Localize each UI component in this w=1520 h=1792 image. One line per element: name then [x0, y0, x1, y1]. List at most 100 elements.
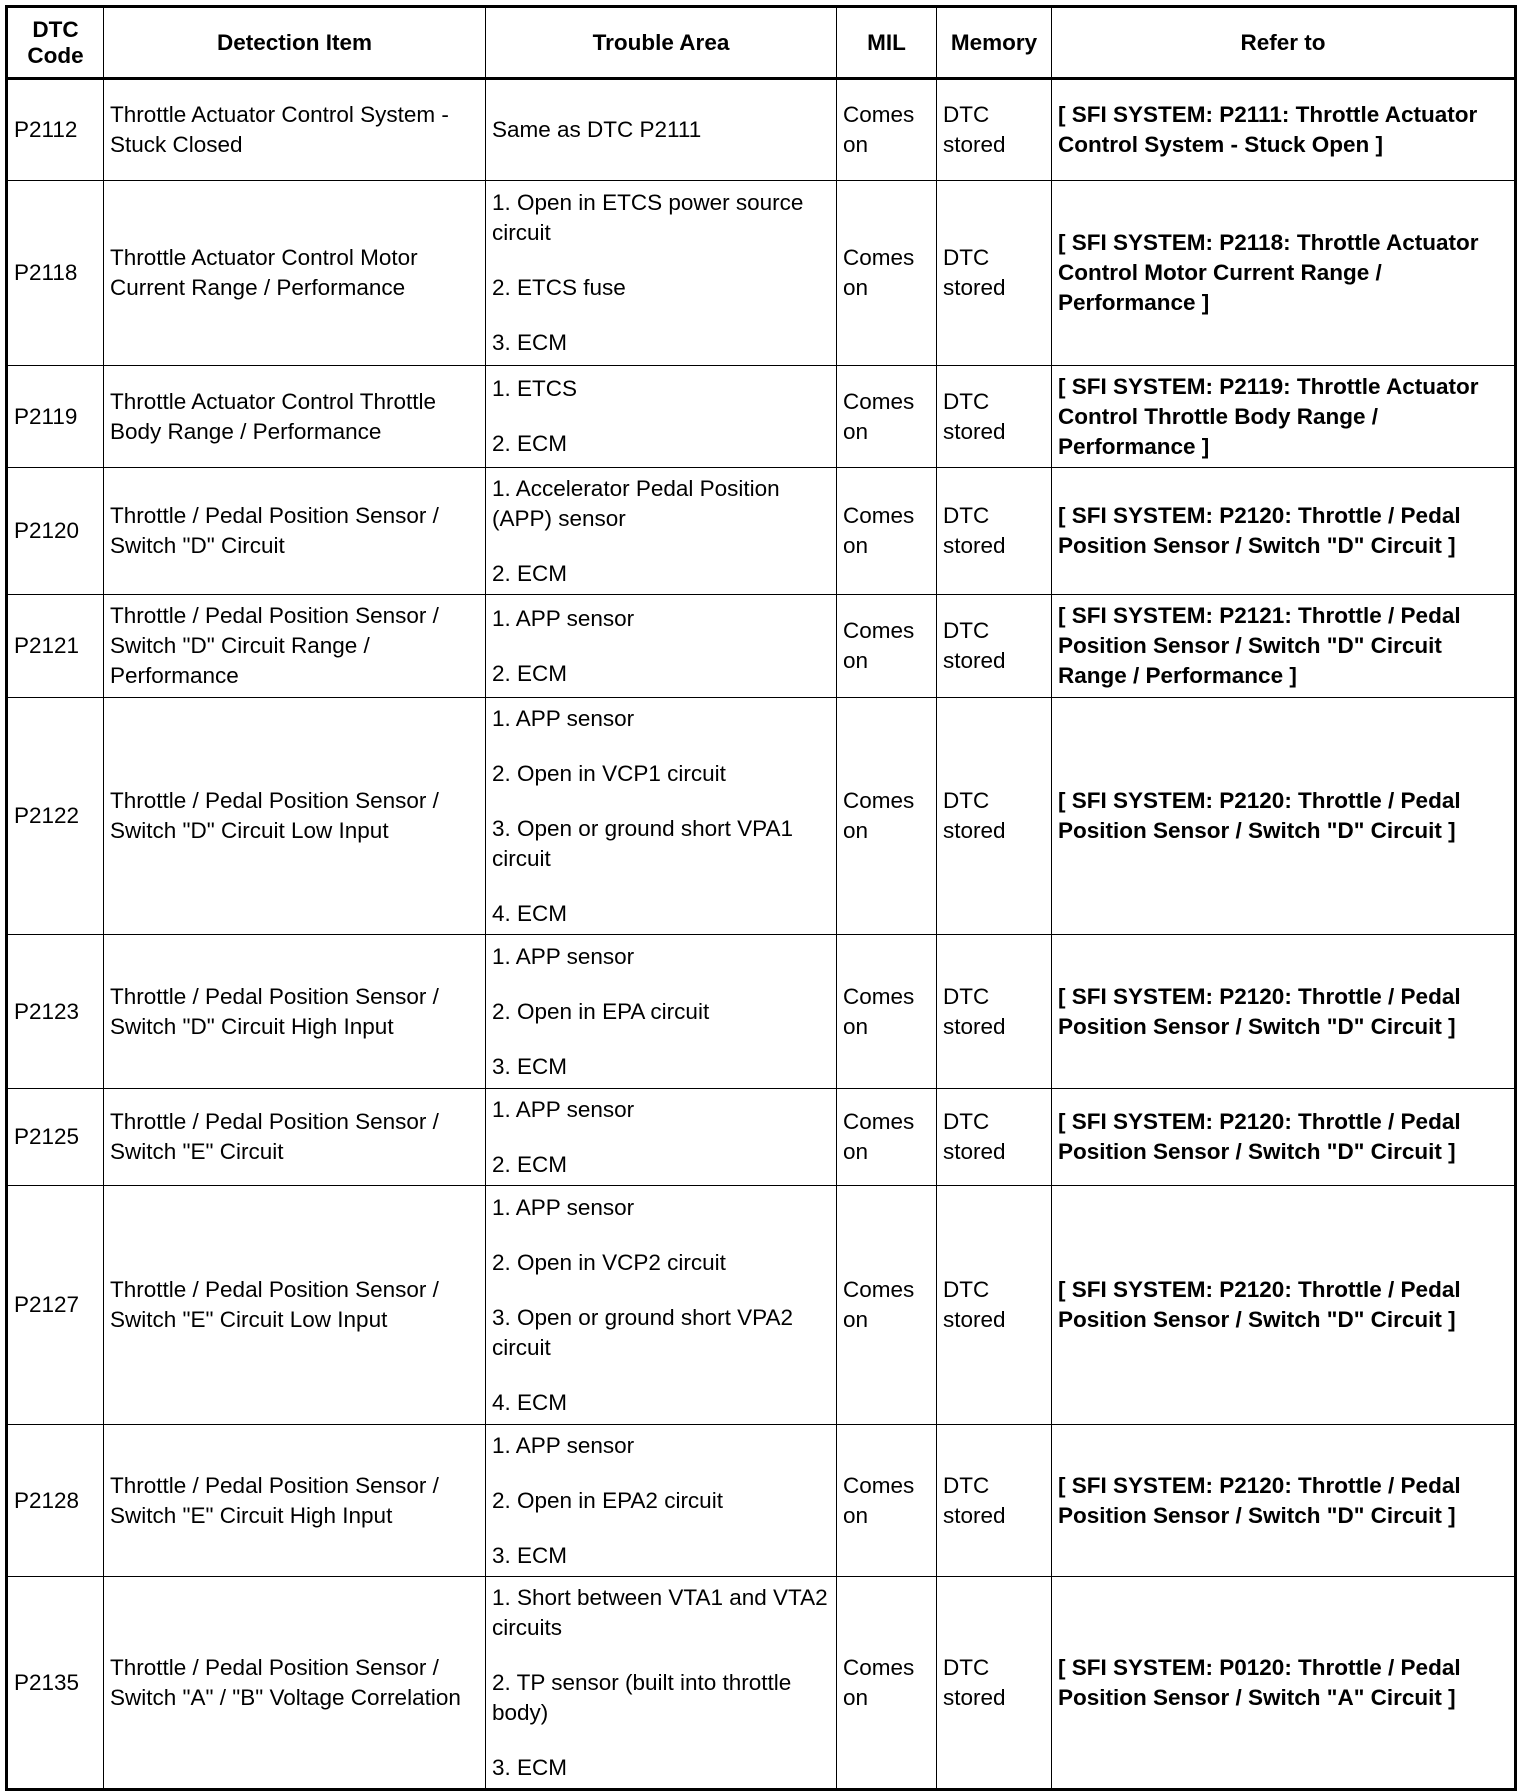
table-row: P2119 Throttle Actuator Control Throttle … [6, 365, 1516, 468]
refer-to-link[interactable]: [ SFI SYSTEM: P0120: Throttle / Pedal Po… [1051, 1576, 1516, 1790]
mil: Comes on [836, 467, 937, 595]
table-row: P2121 Throttle / Pedal Position Sensor / … [6, 594, 1516, 698]
trouble-area-item: 2. ECM [492, 560, 568, 586]
trouble-area-item: 1. Accelerator Pedal Position (APP) sens… [492, 475, 780, 531]
header-detection-item: Detection Item [103, 6, 486, 80]
trouble-area-item: 3. Open or ground short VPA2 circuit [492, 1304, 794, 1360]
trouble-area-item: 1. APP sensor [492, 705, 635, 731]
trouble-area-item: 1. APP sensor [492, 605, 635, 631]
refer-to-link[interactable]: [ SFI SYSTEM: P2121: Throttle / Pedal Po… [1051, 594, 1516, 698]
trouble-area-item: 4. ECM [492, 900, 568, 926]
trouble-area-item: 2. Open in VCP2 circuit [492, 1249, 726, 1275]
table-row: P2125 Throttle / Pedal Position Sensor / … [6, 1088, 1516, 1186]
trouble-area: 1. APP sensor 2. ECM [485, 1088, 837, 1186]
memory: DTC stored [936, 1088, 1052, 1186]
mil: Comes on [836, 697, 937, 935]
mil: Comes on [836, 1576, 937, 1790]
mil: Comes on [836, 934, 937, 1089]
refer-to-link[interactable]: [ SFI SYSTEM: P2120: Throttle / Pedal Po… [1051, 1424, 1516, 1577]
table-row: P2128 Throttle / Pedal Position Sensor / … [6, 1424, 1516, 1577]
detection-item: Throttle Actuator Control System - Stuck… [103, 78, 486, 181]
detection-item: Throttle Actuator Control Throttle Body … [103, 365, 486, 468]
refer-to-link[interactable]: [ SFI SYSTEM: P2119: Throttle Actuator C… [1051, 365, 1516, 468]
memory: DTC stored [936, 180, 1052, 366]
dtc-code: P2122 [6, 697, 104, 935]
header-refer-to: Refer to [1051, 6, 1516, 80]
dtc-table: DTC Code Detection Item Trouble Area MIL… [5, 5, 1517, 1791]
dtc-code: P2128 [6, 1424, 104, 1577]
header-trouble-area: Trouble Area [485, 6, 837, 80]
mil: Comes on [836, 365, 937, 468]
trouble-area-item: 2. ETCS fuse [492, 275, 626, 300]
trouble-area-item: 3. ECM [492, 1542, 568, 1568]
refer-to-link[interactable]: [ SFI SYSTEM: P2120: Throttle / Pedal Po… [1051, 697, 1516, 935]
detection-item: Throttle / Pedal Position Sensor / Switc… [103, 934, 486, 1089]
trouble-area-item: 1. APP sensor [492, 943, 635, 969]
table-row: P2123 Throttle / Pedal Position Sensor / … [6, 934, 1516, 1089]
refer-to-link[interactable]: [ SFI SYSTEM: P2120: Throttle / Pedal Po… [1051, 1088, 1516, 1186]
memory: DTC stored [936, 1424, 1052, 1577]
refer-to-link[interactable]: [ SFI SYSTEM: P2111: Throttle Actuator C… [1051, 78, 1516, 181]
trouble-area-item: 1. APP sensor [492, 1096, 635, 1122]
detection-item: Throttle / Pedal Position Sensor / Switc… [103, 594, 486, 698]
trouble-area: 1. Accelerator Pedal Position (APP) sens… [485, 467, 837, 595]
mil: Comes on [836, 1088, 937, 1186]
trouble-area: 1. Open in ETCS power source circuit 2. E… [485, 180, 837, 366]
refer-to-link[interactable]: [ SFI SYSTEM: P2120: Throttle / Pedal Po… [1051, 1185, 1516, 1425]
memory: DTC stored [936, 467, 1052, 595]
memory: DTC stored [936, 697, 1052, 935]
table-row: P2122 Throttle / Pedal Position Sensor / … [6, 697, 1516, 935]
trouble-area: 1. Short between VTA1 and VTA2 circuits 2… [485, 1576, 837, 1790]
trouble-area: 1. APP sensor 2. Open in VCP1 circuit 3. O… [485, 697, 837, 935]
dtc-code: P2121 [6, 594, 104, 698]
memory: DTC stored [936, 1185, 1052, 1425]
trouble-area-item: 3. ECM [492, 1754, 568, 1780]
trouble-area-item: 2. ECM [492, 1151, 568, 1177]
trouble-area-item: 1. APP sensor [492, 1432, 635, 1458]
table-row: P2127 Throttle / Pedal Position Sensor / … [6, 1185, 1516, 1425]
trouble-area-item: 2. ECM [492, 660, 568, 686]
trouble-area-item: 1. APP sensor [492, 1194, 635, 1220]
table-row: P2135 Throttle / Pedal Position Sensor / … [6, 1576, 1516, 1790]
memory: DTC stored [936, 78, 1052, 181]
trouble-area: 1. APP sensor 2. Open in VCP2 circuit 3. O… [485, 1185, 837, 1425]
refer-to-link[interactable]: [ SFI SYSTEM: P2120: Throttle / Pedal Po… [1051, 467, 1516, 595]
trouble-area-item: 3. ECM [492, 330, 568, 355]
trouble-area-item: 2. Open in VCP1 circuit [492, 760, 726, 786]
trouble-area: Same as DTC P2111 [485, 78, 837, 181]
trouble-area-item: 2. Open in EPA circuit [492, 998, 710, 1024]
table-row: P2120 Throttle / Pedal Position Sensor / … [6, 467, 1516, 595]
memory: DTC stored [936, 934, 1052, 1089]
header-memory: Memory [936, 6, 1052, 80]
detection-item: Throttle / Pedal Position Sensor / Switc… [103, 1185, 486, 1425]
trouble-area-item: Same as DTC P2111 [492, 117, 702, 142]
memory: DTC stored [936, 365, 1052, 468]
refer-to-link[interactable]: [ SFI SYSTEM: P2118: Throttle Actuator C… [1051, 180, 1516, 366]
detection-item: Throttle / Pedal Position Sensor / Switc… [103, 1088, 486, 1186]
memory: DTC stored [936, 1576, 1052, 1790]
mil: Comes on [836, 1424, 937, 1577]
detection-item: Throttle / Pedal Position Sensor / Switc… [103, 1424, 486, 1577]
dtc-code: P2123 [6, 934, 104, 1089]
dtc-code: P2125 [6, 1088, 104, 1186]
trouble-area-item: 3. ECM [492, 1053, 568, 1079]
trouble-area: 1. APP sensor 2. Open in EPA2 circuit 3. E… [485, 1424, 837, 1577]
mil: Comes on [836, 1185, 937, 1425]
memory: DTC stored [936, 594, 1052, 698]
refer-to-link[interactable]: [ SFI SYSTEM: P2120: Throttle / Pedal Po… [1051, 934, 1516, 1089]
dtc-code: P2120 [6, 467, 104, 595]
detection-item: Throttle / Pedal Position Sensor / Switc… [103, 467, 486, 595]
trouble-area-item: 1. Open in ETCS power source circuit [492, 190, 804, 245]
dtc-code: P2118 [6, 180, 104, 366]
detection-item: Throttle Actuator Control Motor Current … [103, 180, 486, 366]
dtc-code: P2127 [6, 1185, 104, 1425]
trouble-area: 1. ETCS 2. ECM [485, 365, 837, 468]
table-row: P2112 Throttle Actuator Control System - … [6, 78, 1516, 181]
dtc-code: P2112 [6, 78, 104, 181]
trouble-area: 1. APP sensor 2. ECM [485, 594, 837, 698]
detection-item: Throttle / Pedal Position Sensor / Switc… [103, 1576, 486, 1790]
dtc-code: P2135 [6, 1576, 104, 1790]
header-dtc-code: DTC Code [6, 6, 104, 80]
trouble-area-item: 2. TP sensor (built into throttle body) [492, 1669, 792, 1725]
trouble-area: 1. APP sensor 2. Open in EPA circuit 3. EC… [485, 934, 837, 1089]
